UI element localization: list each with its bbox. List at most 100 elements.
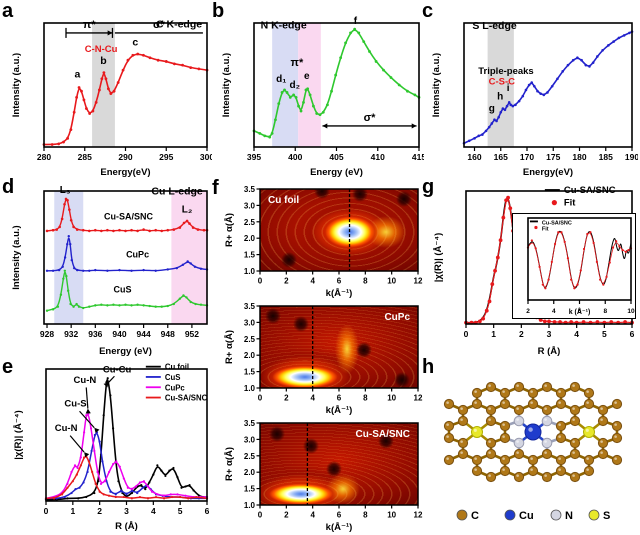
panel-letter-d: d [2,176,15,198]
svg-text:h: h [497,91,503,102]
svg-text:a: a [74,69,80,81]
svg-text:3.0: 3.0 [244,435,256,444]
svg-text:3.0: 3.0 [244,201,256,210]
svg-text:d₁: d₁ [276,74,286,85]
svg-text:8: 8 [363,277,368,286]
svg-text:Intensity (a.u.): Intensity (a.u.) [11,225,22,289]
svg-text:12: 12 [414,277,423,286]
structure-model-cu-n4-s-graphene: C Cu N S [428,363,638,533]
svg-text:948: 948 [161,329,175,339]
svg-text:|χ(R)| (Å⁻⁴): |χ(R)| (Å⁻⁴) [433,233,444,283]
svg-text:2.0: 2.0 [244,351,256,360]
svg-text:2.5: 2.5 [244,218,256,227]
svg-text:3.5: 3.5 [244,419,256,428]
svg-text:170: 170 [520,152,534,162]
svg-text:L₃: L₃ [60,185,71,196]
svg-text:410: 410 [371,152,385,162]
svg-text:Cu-SA/SNC: Cu-SA/SNC [104,212,153,222]
svg-text:928: 928 [40,329,54,339]
panel-d: d 928 932 936 940 944 948 952 Energy (eV) Intens… [2,176,212,358]
svg-text:C-S-C: C-S-C [489,76,516,87]
svg-text:Energy(eV): Energy(eV) [523,167,573,178]
svg-text:8: 8 [363,394,368,403]
svg-text:1.5: 1.5 [244,485,256,494]
svg-text:0: 0 [44,506,49,516]
svg-text:Intensity (a.u.): Intensity (a.u.) [11,53,22,117]
svg-text:10: 10 [387,394,396,403]
svg-text:Intensity (a.u.): Intensity (a.u.) [431,53,442,117]
chart-ft-exafs-comparison: 0 1 2 3 4 5 6 R (Å) |χ(R)| (Å⁻⁴) Cu-Cu Cu-N Cu-S Cu-… [8,363,212,533]
svg-text:10: 10 [387,277,396,286]
svg-text:4: 4 [574,329,579,339]
svg-text:10: 10 [387,511,396,520]
svg-text:2.5: 2.5 [244,452,256,461]
svg-text:940: 940 [112,329,126,339]
svg-text:Cu: Cu [519,510,534,522]
svg-text:Energy (eV): Energy (eV) [310,167,363,178]
svg-text:Cu foil: Cu foil [165,363,189,372]
svg-text:1.0: 1.0 [244,267,256,276]
svg-text:k(Å⁻¹): k(Å⁻¹) [326,405,353,416]
svg-text:Cu foil: Cu foil [268,195,299,206]
svg-text:R+ α(Å): R+ α(Å) [224,213,235,247]
panel-letter-f: f [212,177,219,199]
svg-text:175: 175 [546,152,560,162]
svg-text:CuS: CuS [113,285,131,295]
svg-text:Triple-peaks: Triple-peaks [478,66,533,77]
svg-text:400: 400 [288,152,302,162]
svg-text:936: 936 [88,329,102,339]
svg-text:2: 2 [284,511,289,520]
svg-text:190: 190 [625,152,638,162]
svg-text:0: 0 [258,511,263,520]
svg-text:180: 180 [572,152,586,162]
svg-text:3.5: 3.5 [244,185,256,194]
svg-text:0: 0 [258,394,263,403]
svg-text:6: 6 [630,329,635,339]
svg-text:2: 2 [284,394,289,403]
svg-text:k(Å⁻¹): k(Å⁻¹) [326,522,353,533]
svg-text:160: 160 [467,152,481,162]
panel-c: c 160 165 170 175 180 185 190 Energy(eV) Intensi… [422,0,638,179]
panel-f-wavelet-cu-foil: f 0 2 4 6 8 10 12 1.0 1.5 2.0 2.5 3.0 3.5 k(Å⁻¹) R+ α(… [212,177,424,299]
chart-cu-ledge: 928 932 936 940 944 948 952 Energy (eV) Intensit… [8,183,212,358]
svg-text:S L-edge: S L-edge [472,20,516,32]
panel-letter-g: g [422,176,435,198]
svg-text:1: 1 [70,506,75,516]
svg-text:CuPc: CuPc [126,250,149,260]
svg-text:185: 185 [599,152,613,162]
svg-text:2: 2 [526,308,530,315]
svg-text:Energy(eV): Energy(eV) [100,167,150,178]
svg-text:R (Å): R (Å) [538,346,561,357]
svg-text:b: b [100,55,106,67]
svg-text:12: 12 [414,511,423,520]
panel-letter-a: a [2,0,14,22]
panel-f-wavelet-cupc: 0 2 4 6 8 10 12 1.0 1.5 2.0 2.5 3.0 3.5 k(Å⁻¹) R+ α(Å)… [218,301,424,416]
panel-b: b 395 400 405 410 415 Energy (eV) Intensity (a… [212,0,424,179]
svg-text:g: g [489,104,495,115]
svg-text:395: 395 [247,152,261,162]
svg-text:3: 3 [547,329,552,339]
svg-text:σ*: σ* [364,112,377,124]
svg-text:C K-edge: C K-edge [156,18,202,30]
svg-text:R+ α(Å): R+ α(Å) [224,330,235,364]
svg-text:2: 2 [284,277,289,286]
svg-text:10: 10 [627,308,635,315]
svg-text:N: N [565,510,573,522]
svg-text:1.5: 1.5 [244,368,256,377]
svg-text:Fit: Fit [542,226,549,232]
svg-text:4: 4 [310,394,315,403]
panel-letter-h: h [422,356,435,378]
svg-text:2.5: 2.5 [244,335,256,344]
svg-text:Cu L-edge: Cu L-edge [151,185,202,197]
svg-text:Fit: Fit [564,198,576,209]
svg-text:3.5: 3.5 [244,302,256,311]
svg-text:Cu-N: Cu-N [55,423,78,434]
svg-text:5: 5 [178,506,183,516]
svg-text:N K-edge: N K-edge [261,20,307,32]
svg-text:5: 5 [602,329,607,339]
svg-text:Cu-SA/SNC: Cu-SA/SNC [542,220,572,226]
svg-text:Cu-Cu: Cu-Cu [103,364,132,375]
svg-text:12: 12 [414,394,423,403]
svg-text:6: 6 [337,511,342,520]
